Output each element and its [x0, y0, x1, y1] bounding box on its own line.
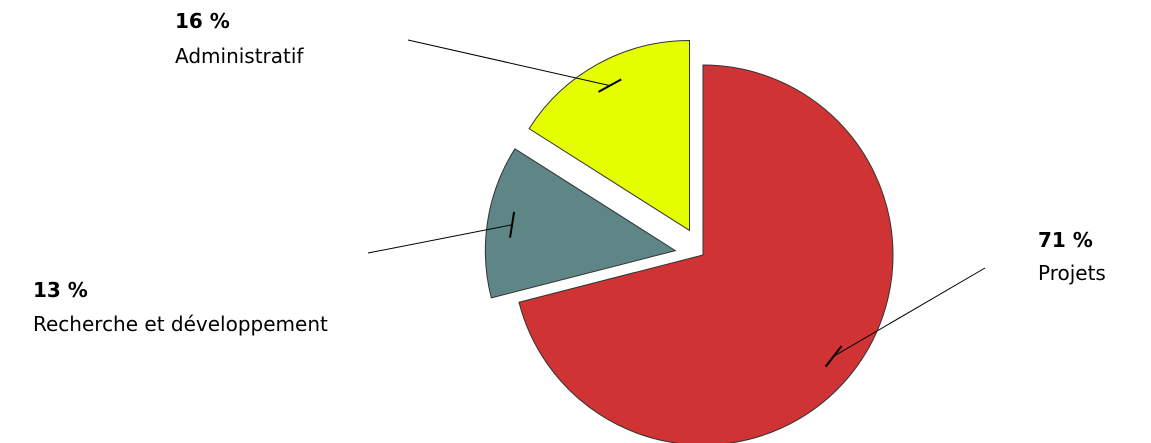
slice-value-label-administratif: 16 %: [175, 9, 230, 33]
pie-slices: [484, 39, 894, 443]
leader-line-projets: [833, 267, 986, 357]
slice-value-label-recherche: 13 %: [33, 278, 88, 302]
slice-label-projets: Projets: [1038, 261, 1106, 285]
leader-line-administratif: [407, 39, 610, 87]
leader-line-recherche: [367, 224, 513, 254]
leader-tick-administratif: [598, 78, 622, 93]
slice-label-administratif: Administratif: [175, 44, 304, 68]
slice-label-recherche: Recherche et développement: [33, 312, 328, 336]
pie-slice-recherche: [484, 148, 677, 299]
leader-lines: [367, 39, 986, 368]
pie-slice-administratif: [528, 39, 691, 232]
pie-slice-projets: [518, 64, 894, 443]
slice-value-label-projets: 71 %: [1038, 228, 1093, 252]
